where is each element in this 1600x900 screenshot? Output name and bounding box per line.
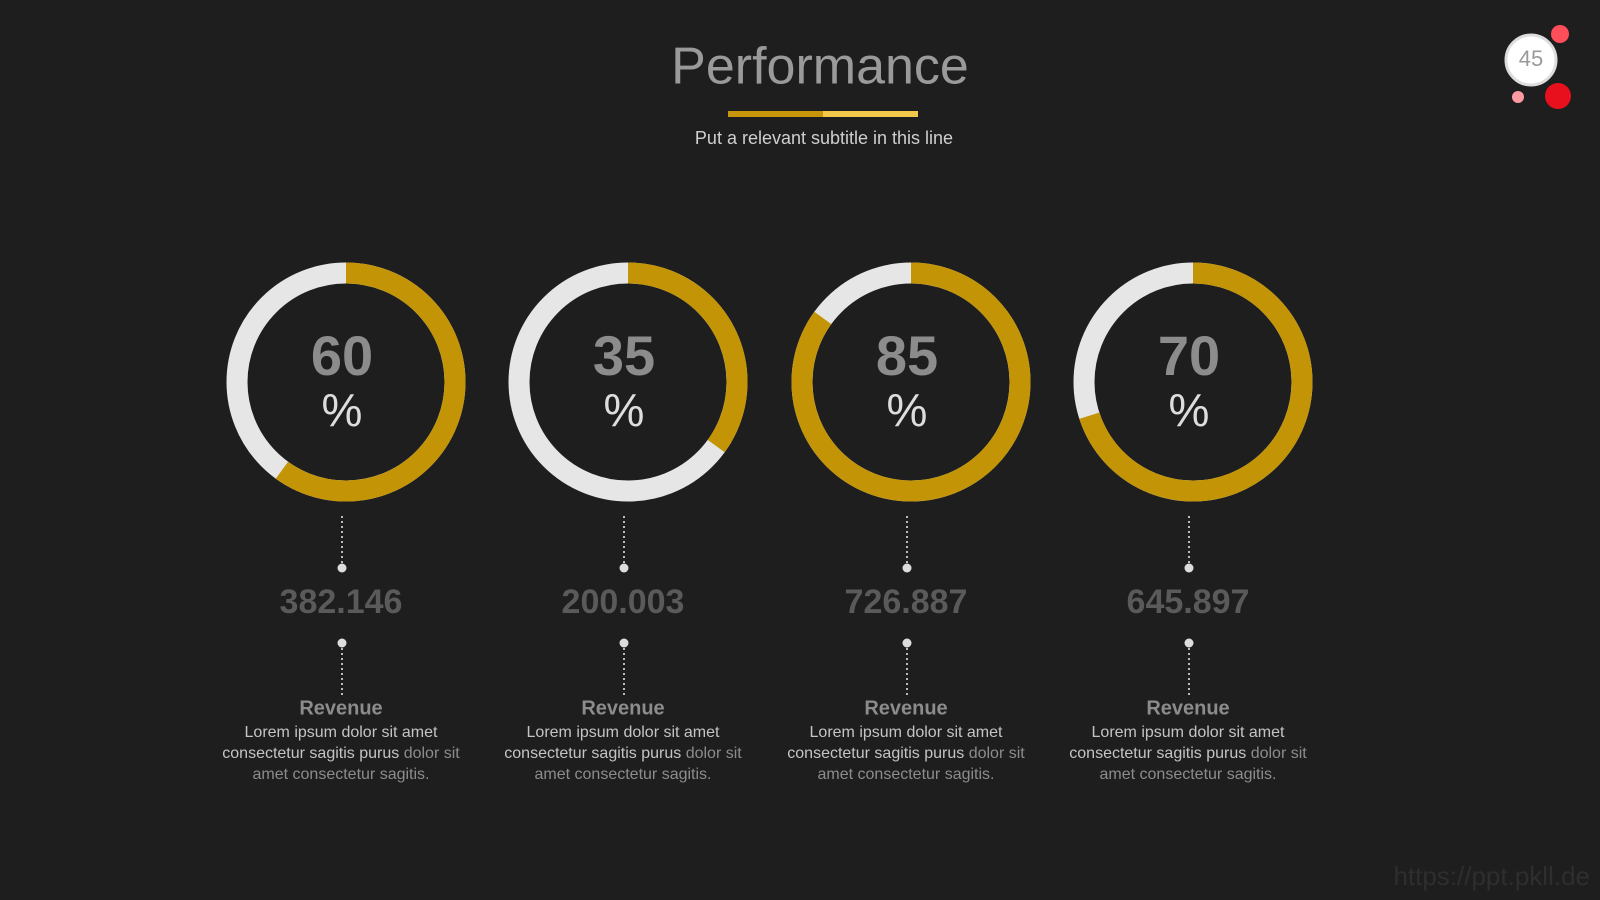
percent-unit: % [604,384,645,436]
decor-dot [1545,83,1571,109]
card-text-part: Lorem ipsum dolor sit amet consectetur s… [222,724,438,762]
donut-arc [1079,262,1313,502]
card-text: Lorem ipsum dolor sit amet consectetur s… [1053,722,1323,785]
connector-dot [337,563,347,573]
card-text-part: Lorem ipsum dolor sit amet consectetur s… [504,724,720,762]
amount: 726.887 [845,583,968,621]
card-text-part: dolor sit amet consectetur sagitis. [817,745,1025,783]
page-badge [1504,33,1558,87]
connector-dot [902,638,912,648]
card-text: Lorem ipsum dolor sit amet consectetur s… [206,722,476,785]
percent-unit: % [887,384,928,436]
card-text-part: Lorem ipsum dolor sit amet consectetur s… [787,724,1003,762]
connector-dot [337,638,347,648]
amount: 645.897 [1127,583,1250,621]
card-text-part: dolor sit amet consectetur sagitis. [252,745,460,783]
card-label: Revenue [1146,697,1229,719]
title: Performance [671,38,969,96]
percent-value: 35 [593,324,655,387]
page-number: 45 [1519,46,1543,71]
amount: 200.003 [562,583,685,621]
card-label: Revenue [581,697,664,719]
percent-value: 70 [1158,324,1220,387]
title-underline [728,111,823,117]
donut-arc [791,262,1031,502]
connector-dot [902,563,912,573]
decor-dot [1551,25,1569,43]
amount: 382.146 [280,583,403,621]
subtitle: Put a relevant subtitle in this line [695,128,953,148]
percent-unit: % [1169,384,1210,436]
connector-dot [1184,638,1194,648]
percent-value: 60 [311,324,373,387]
connector-dot [1184,563,1194,573]
card-text-part: dolor sit amet consectetur sagitis. [1099,745,1307,783]
card-text: Lorem ipsum dolor sit amet consectetur s… [771,722,1041,785]
connector-dot [619,563,629,573]
connector-dot [619,638,629,648]
watermark: https://ppt.pkll.de [1393,861,1590,891]
card-label: Revenue [299,697,382,719]
donut-arc [627,262,748,453]
percent-unit: % [322,384,363,436]
card-text-part: Lorem ipsum dolor sit amet consectetur s… [1069,724,1285,762]
decor-dot [1512,91,1524,103]
card-label: Revenue [864,697,947,719]
donut-arc [275,262,466,502]
card-text: Lorem ipsum dolor sit amet consectetur s… [488,722,758,785]
percent-value: 85 [876,324,938,387]
card-text-part: dolor sit amet consectetur sagitis. [534,745,742,783]
title-underline [823,111,918,117]
